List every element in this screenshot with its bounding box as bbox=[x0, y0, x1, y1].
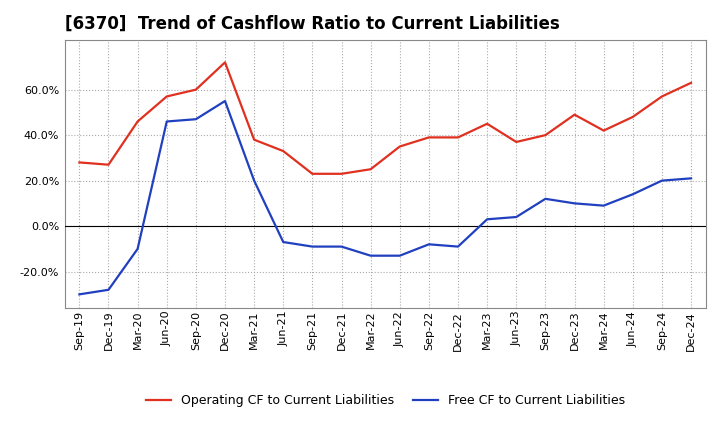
Operating CF to Current Liabilities bbox=[133, 119, 142, 124]
Operating CF to Current Liabilities bbox=[220, 60, 229, 65]
Operating CF to Current Liabilities bbox=[308, 171, 317, 176]
Free CF to Current Liabilities bbox=[512, 214, 521, 220]
Free CF to Current Liabilities bbox=[425, 242, 433, 247]
Free CF to Current Liabilities bbox=[541, 196, 550, 202]
Operating CF to Current Liabilities bbox=[425, 135, 433, 140]
Free CF to Current Liabilities bbox=[75, 292, 84, 297]
Legend: Operating CF to Current Liabilities, Free CF to Current Liabilities: Operating CF to Current Liabilities, Fre… bbox=[140, 389, 630, 412]
Free CF to Current Liabilities bbox=[250, 178, 258, 183]
Line: Operating CF to Current Liabilities: Operating CF to Current Liabilities bbox=[79, 62, 691, 174]
Free CF to Current Liabilities bbox=[657, 178, 666, 183]
Operating CF to Current Liabilities bbox=[629, 114, 637, 120]
Free CF to Current Liabilities bbox=[104, 287, 113, 293]
Free CF to Current Liabilities bbox=[279, 239, 287, 245]
Operating CF to Current Liabilities bbox=[279, 148, 287, 154]
Free CF to Current Liabilities bbox=[629, 192, 637, 197]
Operating CF to Current Liabilities bbox=[570, 112, 579, 117]
Free CF to Current Liabilities bbox=[483, 216, 492, 222]
Operating CF to Current Liabilities bbox=[395, 144, 404, 149]
Free CF to Current Liabilities bbox=[599, 203, 608, 208]
Operating CF to Current Liabilities bbox=[657, 94, 666, 99]
Free CF to Current Liabilities bbox=[454, 244, 462, 249]
Operating CF to Current Liabilities bbox=[512, 139, 521, 145]
Operating CF to Current Liabilities bbox=[250, 137, 258, 142]
Operating CF to Current Liabilities bbox=[337, 171, 346, 176]
Operating CF to Current Liabilities bbox=[541, 132, 550, 138]
Operating CF to Current Liabilities bbox=[163, 94, 171, 99]
Operating CF to Current Liabilities bbox=[687, 80, 696, 85]
Operating CF to Current Liabilities bbox=[75, 160, 84, 165]
Free CF to Current Liabilities bbox=[395, 253, 404, 258]
Operating CF to Current Liabilities bbox=[454, 135, 462, 140]
Operating CF to Current Liabilities bbox=[366, 167, 375, 172]
Free CF to Current Liabilities bbox=[133, 246, 142, 252]
Free CF to Current Liabilities bbox=[337, 244, 346, 249]
Free CF to Current Liabilities bbox=[366, 253, 375, 258]
Operating CF to Current Liabilities bbox=[483, 121, 492, 126]
Operating CF to Current Liabilities bbox=[599, 128, 608, 133]
Free CF to Current Liabilities bbox=[570, 201, 579, 206]
Free CF to Current Liabilities bbox=[163, 119, 171, 124]
Operating CF to Current Liabilities bbox=[192, 87, 200, 92]
Free CF to Current Liabilities bbox=[687, 176, 696, 181]
Free CF to Current Liabilities bbox=[192, 117, 200, 122]
Free CF to Current Liabilities bbox=[308, 244, 317, 249]
Text: [6370]  Trend of Cashflow Ratio to Current Liabilities: [6370] Trend of Cashflow Ratio to Curren… bbox=[65, 15, 559, 33]
Free CF to Current Liabilities bbox=[220, 99, 229, 104]
Line: Free CF to Current Liabilities: Free CF to Current Liabilities bbox=[79, 101, 691, 294]
Operating CF to Current Liabilities bbox=[104, 162, 113, 167]
